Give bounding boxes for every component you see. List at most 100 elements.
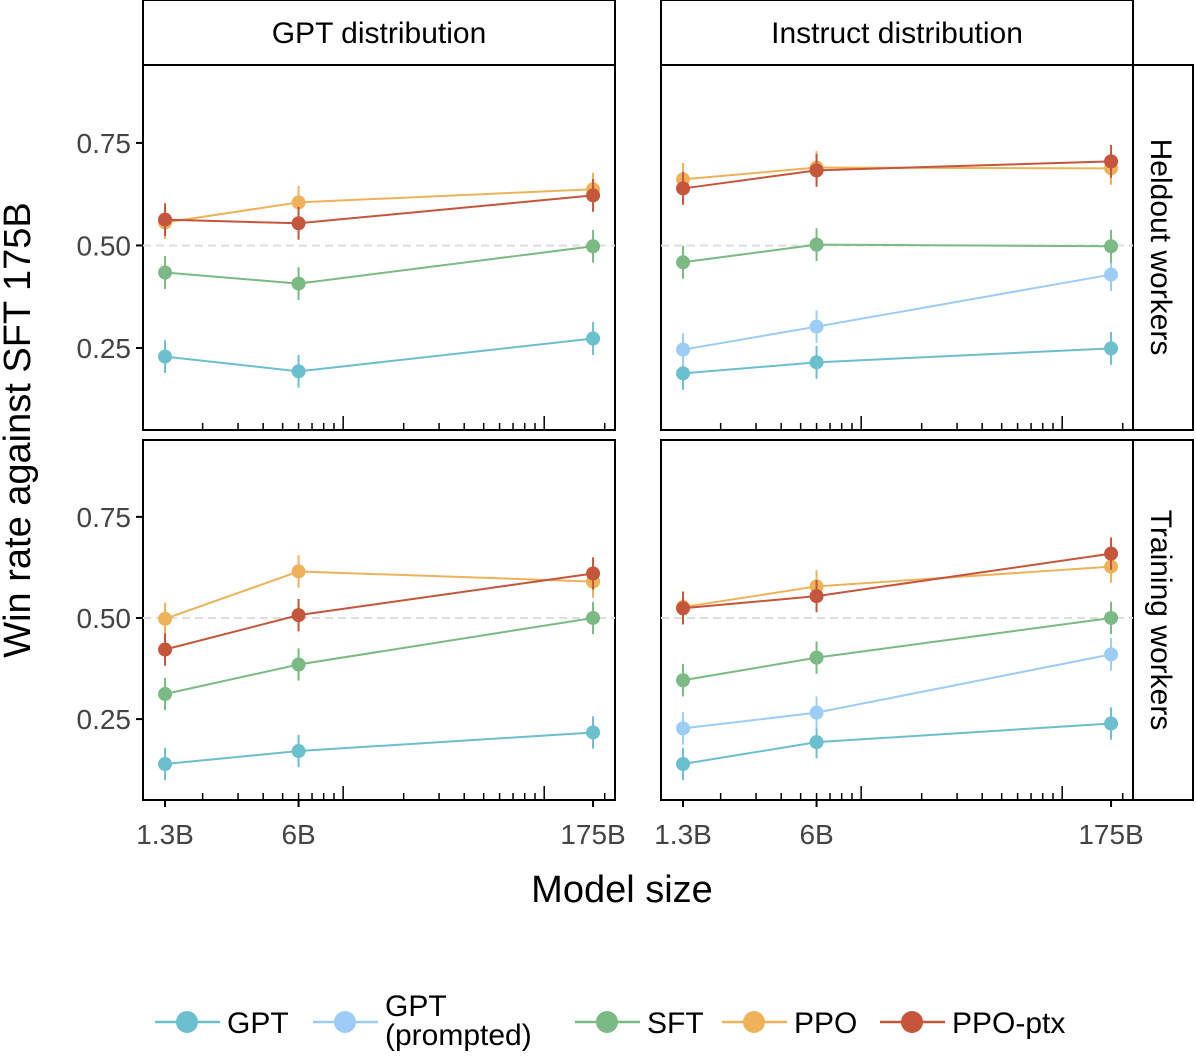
row-header-training: Training workers: [1144, 510, 1177, 731]
data-point: [586, 239, 601, 254]
data-point: [676, 673, 691, 688]
data-point: [676, 255, 691, 270]
data-point: [291, 276, 306, 291]
series-line: [164, 616, 594, 695]
data-point: [158, 265, 173, 280]
column-strip: [660, 0, 1134, 66]
data-point: [809, 163, 824, 178]
data-point: [809, 355, 824, 370]
data-point: [676, 366, 691, 381]
panel-frame: [660, 439, 1134, 801]
data-point: [158, 212, 173, 227]
column-header-instruct: Instruct distribution: [771, 17, 1023, 50]
series-line: [682, 565, 1112, 609]
data-point: [1104, 341, 1119, 356]
data-point: [676, 601, 691, 616]
row-strip: [1132, 439, 1194, 801]
series-line: [682, 160, 1112, 190]
data-point: [809, 735, 824, 750]
data-point: [1104, 546, 1119, 561]
data-point: [291, 608, 306, 623]
legend-marker: [334, 1011, 356, 1033]
row-header-heldout: Heldout workers: [1144, 139, 1177, 356]
series-line: [682, 722, 1112, 765]
panel-0-1: 0.25 0.50 0.75 1.3B 6B 175B: [77, 439, 626, 850]
data-point: [676, 721, 691, 736]
data-point: [586, 331, 601, 346]
data-point: [158, 687, 173, 702]
series-line: [682, 347, 1112, 375]
x-axis-label: Model size: [531, 869, 713, 911]
panel-1-1: 1.3B 6B 175B: [654, 439, 1144, 850]
series-line: [164, 188, 594, 224]
column-header-gpt: GPT distribution: [272, 17, 487, 50]
panel-frame: [142, 439, 616, 801]
legend-label: GPT: [385, 990, 447, 1023]
x-tick-label: 1.3B: [654, 819, 712, 850]
x-tick-label: 1.3B: [136, 819, 194, 850]
panel-frame: [660, 64, 1134, 431]
data-point: [291, 195, 306, 210]
panel-0-0: 0.25 0.50 0.75: [77, 64, 616, 431]
data-point: [291, 564, 306, 579]
x-tick-label: 6B: [281, 819, 315, 850]
data-point: [158, 757, 173, 771]
legend-marker: [596, 1011, 618, 1033]
y-tick-label: 0.50: [77, 603, 132, 634]
data-point: [1104, 267, 1119, 282]
series-line: [164, 570, 594, 620]
series-line: [164, 245, 594, 285]
data-point: [586, 610, 601, 625]
y-axis-label: Win rate against SFT 175B: [0, 202, 39, 658]
data-point: [809, 650, 824, 665]
data-point: [809, 705, 824, 720]
y-tick-label: 0.50: [77, 230, 132, 261]
series-line: [682, 243, 1112, 264]
y-tick-label: 0.25: [77, 704, 132, 735]
legend-label: PPO-ptx: [952, 1007, 1065, 1040]
data-point: [158, 611, 173, 626]
legend-label: SFT: [647, 1007, 704, 1040]
series-line: [682, 616, 1112, 682]
series-line: [164, 337, 594, 373]
data-point: [1104, 610, 1119, 625]
x-tick-label: 175B: [560, 819, 625, 850]
panel-frame: [142, 64, 616, 431]
legend-label: PPO: [794, 1007, 857, 1040]
y-tick-label: 0.75: [77, 502, 132, 533]
data-point: [158, 642, 173, 657]
legend-marker: [743, 1011, 765, 1033]
data-point: [676, 342, 691, 357]
series-line: [164, 572, 594, 651]
data-point: [1104, 239, 1119, 254]
panel-1-0: [660, 64, 1134, 431]
data-point: [291, 657, 306, 672]
legend-marker: [176, 1011, 198, 1033]
data-point: [291, 744, 306, 759]
series-line: [682, 166, 1112, 181]
data-point: [586, 188, 601, 203]
data-point: [809, 589, 824, 604]
data-point: [809, 237, 824, 252]
series-line: [164, 731, 594, 765]
data-point: [1104, 154, 1119, 169]
legend-label: GPT: [227, 1007, 289, 1040]
data-point: [1104, 647, 1119, 662]
data-point: [291, 364, 306, 379]
data-point: [586, 566, 601, 581]
data-point: [158, 349, 173, 364]
x-tick-label: 6B: [799, 819, 833, 850]
x-tick-label: 175B: [1078, 819, 1143, 850]
data-point: [1104, 716, 1119, 731]
column-strip: [142, 0, 616, 66]
legend-label: (prompted): [385, 1019, 532, 1052]
data-point: [291, 216, 306, 231]
legend-marker: [901, 1011, 923, 1033]
series-line: [682, 653, 1112, 730]
series-line: [682, 273, 1112, 351]
data-point: [586, 725, 601, 740]
y-tick-label: 0.75: [77, 128, 132, 159]
data-point: [676, 757, 691, 771]
